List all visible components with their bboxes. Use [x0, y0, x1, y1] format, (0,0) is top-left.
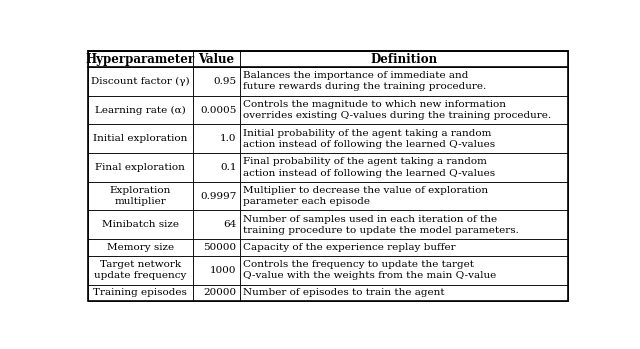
Bar [239, 51, 568, 67]
Bar [239, 153, 568, 182]
Bar [193, 67, 239, 96]
Bar [239, 256, 568, 284]
Bar [88, 284, 193, 301]
Bar [193, 51, 239, 67]
Bar [193, 124, 239, 153]
Bar [88, 210, 193, 239]
Bar [239, 96, 568, 124]
Text: Definition: Definition [371, 53, 437, 66]
Text: 1000: 1000 [210, 266, 237, 275]
Bar [193, 153, 239, 182]
Text: Final exploration: Final exploration [95, 163, 185, 172]
Bar [88, 153, 193, 182]
Text: Number of episodes to train the agent: Number of episodes to train the agent [243, 288, 445, 297]
Text: 0.95: 0.95 [214, 77, 237, 86]
Bar [239, 67, 568, 96]
Text: Target network
update frequency: Target network update frequency [94, 260, 186, 280]
Bar [88, 124, 193, 153]
Bar [88, 182, 193, 210]
Text: 0.0005: 0.0005 [200, 105, 237, 114]
Text: Balances the importance of immediate and
future rewards during the training proc: Balances the importance of immediate and… [243, 71, 486, 91]
Text: Initial exploration: Initial exploration [93, 134, 188, 143]
Bar [239, 182, 568, 210]
Text: Learning rate (α): Learning rate (α) [95, 105, 186, 114]
Bar [193, 284, 239, 301]
Bar [193, 210, 239, 239]
Bar [239, 210, 568, 239]
Text: 0.9997: 0.9997 [200, 192, 237, 201]
Text: Discount factor (γ): Discount factor (γ) [91, 77, 189, 86]
Text: Capacity of the experience replay buffer: Capacity of the experience replay buffer [243, 243, 456, 252]
Bar [193, 239, 239, 256]
Text: Initial probability of the agent taking a random
action instead of following the: Initial probability of the agent taking … [243, 129, 495, 149]
Text: 64: 64 [223, 220, 237, 229]
Bar [88, 96, 193, 124]
Bar [193, 256, 239, 284]
Bar [239, 239, 568, 256]
Text: 20000: 20000 [204, 288, 237, 297]
Text: Controls the frequency to update the target
Q-value with the weights from the ma: Controls the frequency to update the tar… [243, 260, 497, 280]
Text: Number of samples used in each iteration of the
training procedure to update the: Number of samples used in each iteration… [243, 215, 519, 235]
Text: 0.1: 0.1 [220, 163, 237, 172]
Bar [88, 239, 193, 256]
Text: Final probability of the agent taking a random
action instead of following the l: Final probability of the agent taking a … [243, 157, 495, 178]
Text: Training episodes: Training episodes [93, 288, 188, 297]
Text: Controls the magnitude to which new information
overrides existing Q-values duri: Controls the magnitude to which new info… [243, 100, 551, 120]
Bar [88, 67, 193, 96]
Text: Value: Value [198, 53, 234, 66]
Text: 1.0: 1.0 [220, 134, 237, 143]
Text: Multiplier to decrease the value of exploration
parameter each episode: Multiplier to decrease the value of expl… [243, 186, 488, 206]
Bar [88, 51, 193, 67]
Text: Hyperparameter: Hyperparameter [86, 53, 195, 66]
Text: 50000: 50000 [204, 243, 237, 252]
Bar [193, 182, 239, 210]
Bar [193, 96, 239, 124]
Bar [239, 124, 568, 153]
Text: Minibatch size: Minibatch size [102, 220, 179, 229]
Bar [239, 284, 568, 301]
Text: Exploration
multiplier: Exploration multiplier [109, 186, 171, 206]
Bar [88, 256, 193, 284]
Text: Memory size: Memory size [107, 243, 174, 252]
